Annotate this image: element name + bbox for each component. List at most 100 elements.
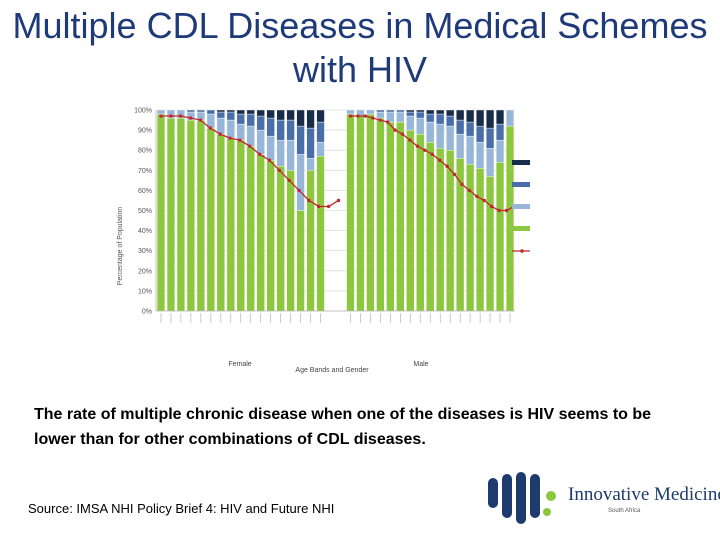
trend-point: [348, 114, 353, 118]
bar-segment: [226, 137, 235, 312]
trend-point: [317, 204, 321, 209]
trend-point: [408, 138, 412, 142]
bar-segment: [236, 123, 245, 141]
bar-segment: [316, 141, 325, 157]
y-tick-label: 30%: [138, 248, 152, 255]
bar-segment: [485, 109, 495, 129]
bar-segment: [226, 119, 235, 139]
stacked-bar-chart: 0% 10% 20% 30% 40% 50% 60% 70% 80% 90% 100% Percen…: [117, 108, 530, 374]
trend-point: [445, 164, 449, 168]
bar-segment: [246, 109, 255, 115]
y-tick-label: 100%: [134, 108, 152, 115]
bar-segment: [426, 113, 435, 123]
bar-segment: [296, 210, 305, 312]
bar-segment: [216, 111, 225, 119]
trend-point: [307, 198, 311, 203]
trend-point: [385, 120, 390, 124]
trend-point: [218, 132, 222, 136]
bar-segment: [466, 121, 475, 137]
bar-segment: [176, 109, 186, 119]
bar-segment: [306, 127, 315, 159]
bar-segment: [485, 147, 495, 177]
bar-segment: [276, 109, 285, 121]
trend-point: [169, 114, 173, 118]
bar-segment: [216, 109, 225, 113]
bar-segment: [176, 117, 186, 312]
trend-point: [482, 198, 486, 203]
bar-segment: [246, 113, 255, 127]
y-tick-label: 60%: [138, 188, 152, 195]
bar-segment: [276, 166, 285, 312]
bar-segment: [436, 113, 445, 125]
bar-segment: [316, 121, 325, 143]
bar-segment: [286, 119, 295, 141]
trend-point: [423, 148, 427, 152]
trend-point: [378, 118, 382, 122]
legend-marker: [520, 249, 524, 253]
bar-segment: [266, 117, 275, 137]
y-tick-label: 10%: [138, 288, 152, 295]
bar-segment: [166, 117, 176, 312]
trend-point: [467, 188, 472, 193]
y-tick-label: 80%: [138, 148, 152, 155]
chart-legend: HIV and Three or moreChronic DiseasesHIV…: [512, 160, 530, 253]
bar-segment: [356, 115, 365, 312]
bar-segment: [216, 133, 225, 312]
bar-segment: [396, 121, 405, 312]
bar-segment: [416, 111, 425, 119]
bar-segment: [376, 109, 385, 113]
trend-point: [267, 158, 272, 162]
bar-segment: [416, 117, 425, 135]
trend-point: [452, 172, 457, 177]
trend-point: [497, 208, 501, 213]
y-tick-label: 0%: [142, 309, 152, 316]
bar-segment: [296, 125, 305, 155]
bar-segment: [256, 109, 265, 117]
bar-segment: [436, 147, 445, 312]
bar-segment: [426, 121, 435, 143]
x-axis-label: Age Bands and Gender: [295, 367, 369, 374]
bar-segment: [396, 109, 405, 113]
bar-segment: [246, 145, 255, 312]
bar-segment: [485, 176, 495, 312]
trend-point: [415, 144, 420, 148]
trend-point: [475, 194, 479, 199]
logo-subtitle: South Africa: [608, 508, 641, 514]
trend-point: [257, 152, 262, 156]
bar-segment: [206, 109, 215, 115]
bar-segment: [366, 113, 375, 312]
bar-segment: [216, 117, 225, 135]
y-tick-label: 20%: [138, 268, 152, 275]
trend-line: [159, 114, 516, 213]
bars: [156, 109, 515, 312]
bar-segment: [495, 162, 505, 312]
bar-segment: [436, 109, 445, 115]
y-tick-label: 40%: [138, 228, 152, 235]
trend-point: [248, 144, 252, 148]
bar-segment: [346, 113, 355, 312]
bar-segment: [266, 160, 275, 312]
bar-segment: [456, 133, 465, 159]
bar-segment: [186, 119, 195, 312]
bar-segment: [426, 141, 435, 312]
trend-point: [504, 208, 509, 213]
bar-segment: [406, 109, 415, 113]
bar-segment: [256, 129, 265, 155]
bar-segment: [485, 127, 495, 149]
bar-segment: [466, 164, 475, 312]
bar-segment: [476, 125, 485, 143]
bar-segment: [446, 125, 455, 151]
bar-segment: [476, 141, 485, 169]
bar-segment: [446, 109, 455, 117]
trend-point: [188, 116, 193, 120]
bar-segment: [396, 111, 405, 123]
source-citation: Source: IMSA NHI Policy Brief 4: HIV and…: [28, 501, 335, 516]
trend-point: [393, 128, 397, 132]
bar-segment: [306, 158, 315, 171]
bar-segment: [436, 123, 445, 149]
logo-mark-icon: [488, 472, 556, 524]
logo-name: Innovative Medicines: [568, 484, 720, 505]
bar-segment: [286, 139, 295, 171]
bar-segment: [276, 139, 285, 167]
legend-swatch: [512, 160, 530, 165]
